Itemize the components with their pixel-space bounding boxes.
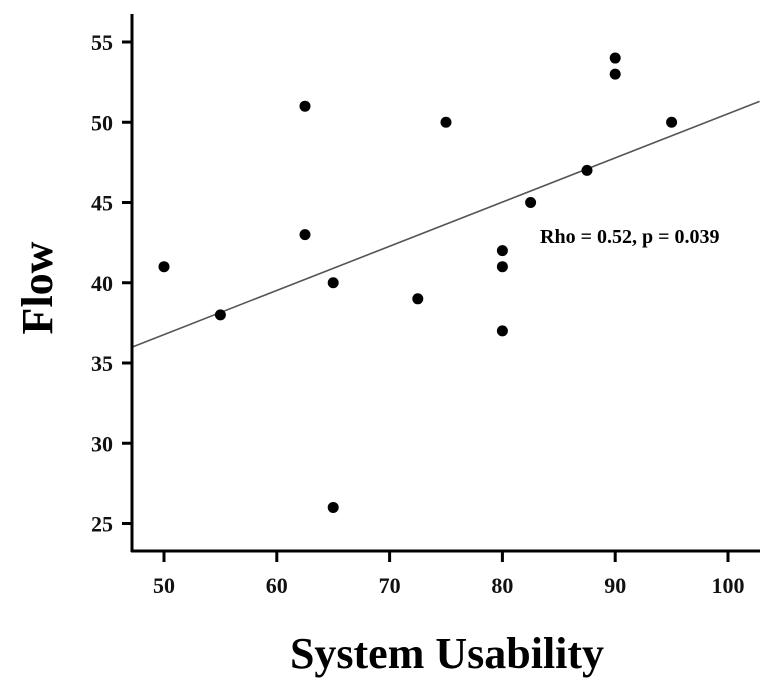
- y-tick-label: 55: [91, 30, 113, 55]
- x-axis: 50 60 70 80 90 100: [131, 549, 760, 598]
- correlation-annotation: Rho = 0.52, p = 0.039: [540, 226, 719, 248]
- data-points: [158, 52, 678, 513]
- data-point: [496, 261, 508, 273]
- data-point: [299, 229, 311, 241]
- data-point: [496, 245, 508, 257]
- y-tick-label: 50: [91, 110, 113, 135]
- y-tick-label: 40: [91, 271, 113, 296]
- x-tick-label: 60: [266, 573, 288, 598]
- data-point: [609, 68, 621, 80]
- x-tick-label: 70: [379, 573, 401, 598]
- y-axis-title: Flow: [13, 241, 62, 334]
- x-tick-label: 100: [712, 573, 745, 598]
- x-axis-ticks: 50 60 70 80 90 100: [153, 551, 745, 598]
- data-point: [440, 116, 452, 128]
- data-point: [214, 309, 226, 321]
- plot-area: [132, 52, 760, 513]
- data-point: [299, 100, 311, 112]
- data-point: [327, 501, 339, 513]
- data-point: [496, 325, 508, 337]
- x-tick-label: 90: [604, 573, 626, 598]
- x-tick-label: 50: [153, 573, 175, 598]
- y-axis-ticks: 25 30 35 40 45 50 55: [91, 30, 132, 537]
- y-axis: 25 30 35 40 45 50 55: [91, 14, 134, 552]
- data-point: [609, 52, 621, 64]
- data-point: [158, 261, 170, 273]
- regression-line: [132, 100, 760, 348]
- x-axis-title: System Usability: [290, 629, 604, 678]
- data-point: [581, 164, 593, 176]
- data-point: [666, 116, 678, 128]
- data-point: [412, 293, 424, 305]
- data-point: [525, 197, 537, 208]
- data-point: [327, 277, 339, 289]
- y-tick-label: 25: [91, 512, 113, 537]
- y-tick-label: 45: [91, 191, 113, 216]
- x-tick-label: 80: [491, 573, 513, 598]
- y-tick-label: 35: [91, 351, 113, 376]
- y-tick-label: 30: [91, 431, 113, 456]
